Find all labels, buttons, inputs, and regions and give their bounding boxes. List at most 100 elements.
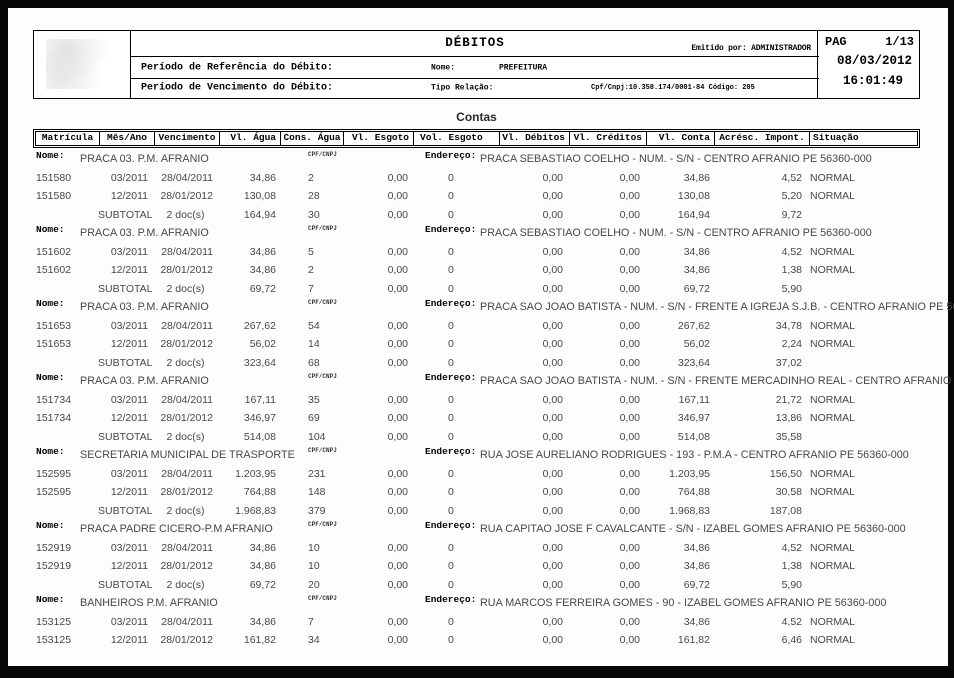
group-name-label: Nome: <box>36 446 65 457</box>
group-name-label: Nome: <box>36 594 65 605</box>
cell-vl-agua: 164,94 <box>243 208 276 221</box>
cell-vl-esgoto: 0,00 <box>387 319 408 332</box>
cell-situacao <box>808 206 920 225</box>
group-address-label: Endereço: <box>425 224 477 235</box>
cell-vl-creditos: 0,00 <box>619 430 640 443</box>
cell-vol-esgoto: 0 <box>448 560 454 572</box>
table-row: 151580 03/2011 28/04/2011 34,86 2 0,00 0… <box>33 169 920 188</box>
cell-mes-ano: SUBTOTAL <box>98 578 153 591</box>
cell-vl-conta: 34,86 <box>683 541 710 554</box>
group-header-row: Nome: BANHEIROS P.M. AFRANIO CPF/CNPJ En… <box>33 594 920 613</box>
cell-vl-debitos: 0,00 <box>542 504 563 517</box>
group-address: RUA JOSE AURELIANO RODRIGUES - 193 - P.M… <box>480 449 909 461</box>
name-value: PREFEITURA <box>499 63 548 72</box>
cell-matricula <box>33 576 98 595</box>
cell-vl-debitos: 0,00 <box>542 356 563 369</box>
cell-acresc-impont: 1,38 <box>781 560 802 572</box>
table-row: 151734 03/2011 28/04/2011 167,11 35 0,00… <box>33 391 920 410</box>
cell-vl-conta: 69,72 <box>683 282 710 295</box>
cell-mes-ano: 12/2011 <box>110 634 148 646</box>
cell-matricula: 153125 <box>36 634 72 646</box>
cell-vl-conta: 267,62 <box>677 319 710 332</box>
cell-situacao: NORMAL <box>810 171 855 184</box>
group-address-label: Endereço: <box>425 594 477 605</box>
cell-vl-debitos: 0,00 <box>542 615 563 628</box>
group-name: PRACA PADRE CICERO-P.M AFRANIO <box>80 523 273 535</box>
table-row: 152595 03/2011 28/04/2011 1.203,95 231 0… <box>33 465 920 484</box>
cell-situacao: NORMAL <box>810 190 855 202</box>
cell-acresc-impont: 156,50 <box>769 467 802 480</box>
cell-vl-agua: 34,86 <box>249 541 276 554</box>
table-row: SUBTOTAL 2 doc(s) 1.968,83 379 0,00 0 0,… <box>33 502 920 521</box>
group-address: PRACA SAO JOAO BATISTA - NUM. - S/N - FR… <box>480 375 954 387</box>
group-address-label: Endereço: <box>425 372 477 383</box>
cell-vl-esgoto: 0,00 <box>387 634 408 646</box>
cell-vol-esgoto: 0 <box>448 264 454 276</box>
cell-acresc-impont: 4,52 <box>781 541 802 554</box>
cell-vl-esgoto: 0,00 <box>387 615 408 628</box>
cell-vol-esgoto: 0 <box>448 430 454 443</box>
cell-vl-creditos: 0,00 <box>619 319 640 332</box>
page-number-row: PAG 1/13 <box>825 34 914 51</box>
group-name: PRACA 03. P.M. AFRANIO <box>80 153 209 165</box>
cell-vl-esgoto: 0,00 <box>387 430 408 443</box>
cell-acresc-impont: 37,02 <box>775 356 802 369</box>
cell-cons-agua: 5 <box>308 245 314 258</box>
cell-vl-conta: 164,94 <box>677 208 710 221</box>
cell-mes-ano: 03/2011 <box>110 171 148 184</box>
cell-vl-agua: 514,08 <box>243 430 276 443</box>
cell-cons-agua: 379 <box>308 504 326 517</box>
page-number: 1/13 <box>885 35 914 49</box>
period-reference-label: Período de Referência do Débito: <box>141 62 334 73</box>
group-address: PRACA SEBASTIAO COELHO - NUM. - S/N - CE… <box>480 227 872 239</box>
cell-vl-esgoto: 0,00 <box>387 504 408 517</box>
cell-cons-agua: 34 <box>308 634 320 646</box>
cell-vl-agua: 167,11 <box>244 393 276 406</box>
table-row: 153125 12/2011 28/01/2012 161,82 34 0,00… <box>33 631 920 650</box>
cell-vl-agua: 34,86 <box>249 560 276 572</box>
col-acresc-impont: Acrésc. Impont. <box>715 131 810 146</box>
col-vl-debitos: Vl. Débitos <box>500 131 570 146</box>
cell-vl-agua: 1.203,95 <box>235 467 276 480</box>
cell-situacao <box>808 428 920 447</box>
cell-cons-agua: 30 <box>308 208 320 221</box>
cell-vl-conta: 69,72 <box>683 578 710 591</box>
report-date: 08/03/2012 <box>836 54 912 68</box>
cell-cons-agua: 54 <box>308 319 320 332</box>
cell-acresc-impont: 35,58 <box>775 430 802 443</box>
cell-matricula <box>33 206 98 225</box>
col-vl-conta: Vl. Conta <box>647 131 715 146</box>
cell-vencimento: 28/04/2011 <box>161 171 213 184</box>
group-name: SECRETARIA MUNICIPAL DE TRASPORTE <box>80 449 295 461</box>
cell-matricula: 152919 <box>36 541 72 554</box>
col-vencimento: Vencimento <box>155 131 220 146</box>
group-name-label: Nome: <box>36 520 65 531</box>
cell-matricula: 151580 <box>36 171 72 184</box>
report-title: DÉBITOS <box>445 36 505 50</box>
cell-matricula: 151653 <box>36 338 72 350</box>
cell-mes-ano: SUBTOTAL <box>98 430 153 443</box>
cell-vencimento: 2 doc(s) <box>166 578 205 591</box>
table-row: 151653 12/2011 28/01/2012 56,02 14 0,00 … <box>33 335 920 354</box>
group-name: PRACA 03. P.M. AFRANIO <box>80 375 209 387</box>
cell-acresc-impont: 30,58 <box>775 486 802 498</box>
group-header-row: Nome: PRACA PADRE CICERO-P.M AFRANIO CPF… <box>33 520 920 539</box>
cell-vl-debitos: 0,00 <box>542 578 563 591</box>
page-label: PAG <box>825 35 847 49</box>
cell-vencimento: 28/01/2012 <box>160 560 213 572</box>
cell-vol-esgoto: 0 <box>448 578 454 591</box>
cell-vl-conta: 1.968,83 <box>669 504 710 517</box>
cell-vl-debitos: 0,00 <box>542 467 563 480</box>
cell-vl-esgoto: 0,00 <box>387 412 408 424</box>
cell-mes-ano: SUBTOTAL <box>98 504 153 517</box>
cell-vl-agua: 764,88 <box>243 486 276 498</box>
group-address-label: Endereço: <box>425 520 477 531</box>
cell-vl-creditos: 0,00 <box>619 412 640 424</box>
col-situacao: Situação <box>810 131 918 146</box>
cell-mes-ano: 03/2011 <box>110 393 148 406</box>
cell-vl-debitos: 0,00 <box>542 319 563 332</box>
period-due-label: Período de Vencimento do Débito: <box>141 82 334 93</box>
cell-situacao <box>808 576 920 595</box>
page-info-box: PAG 1/13 08/03/2012 16:01:49 <box>817 31 919 98</box>
table-body: Nome: PRACA 03. P.M. AFRANIO CPF/CNPJ En… <box>33 150 954 650</box>
